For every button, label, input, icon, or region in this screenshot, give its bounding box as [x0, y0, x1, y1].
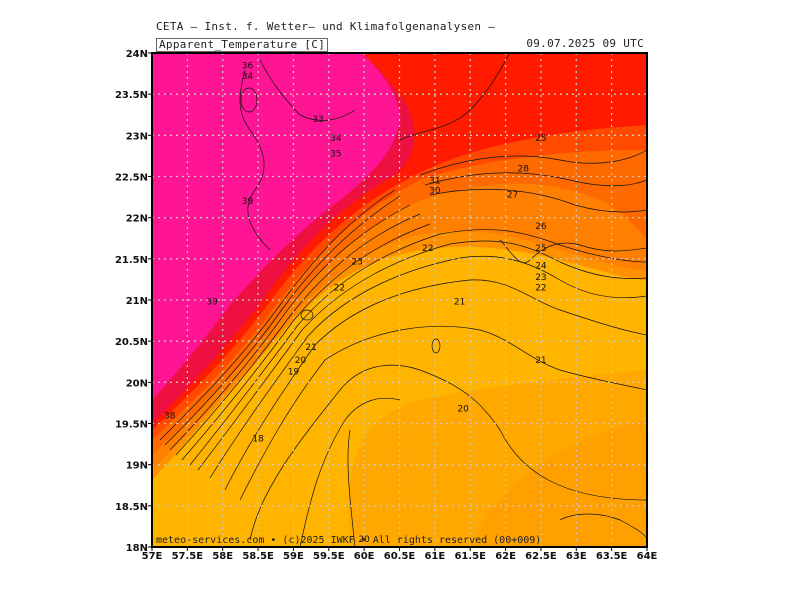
contour-label: 22 [334, 284, 345, 294]
contour-label: 21 [535, 356, 546, 366]
x-tick-label: 57E [142, 551, 163, 562]
x-tick-label: 58.5E [242, 551, 274, 562]
contour-loop [300, 309, 314, 321]
contour-label: 22 [535, 284, 546, 294]
contour-line [175, 213, 421, 456]
contour-line [419, 149, 647, 176]
contour-label: 21 [305, 343, 316, 353]
y-tick-label: 18.5N [115, 502, 148, 513]
valid-time: 09.07.2025 09 UTC [524, 37, 646, 50]
contour-label: 34 [242, 72, 254, 82]
contour-line [399, 53, 511, 141]
contour-line [249, 364, 647, 541]
contour-lines [159, 53, 647, 547]
contour-line [239, 69, 271, 251]
contour-label: 33 [312, 115, 323, 125]
x-tick-label: 63.5E [596, 551, 628, 562]
contour-line [429, 188, 647, 213]
x-tick-label: 62.5E [525, 551, 557, 562]
contour-line [189, 229, 647, 466]
contour-line [197, 240, 647, 471]
contour-label: 23 [535, 273, 546, 283]
contour-line [559, 513, 647, 541]
axis-ticks: 57E 57.5E 58E 58.5E 59E 59.5E 60E 60.5E 61E 61.5E… [115, 49, 658, 562]
y-tick-label: 23.5N [115, 90, 148, 101]
x-tick-label: 61E [424, 551, 445, 562]
contour-label: 20 [457, 405, 469, 415]
x-tick-label: 60E [354, 551, 375, 562]
contour-label: 24 [535, 261, 547, 271]
contour-label: 25 [535, 244, 546, 254]
contour-line [499, 239, 647, 263]
contour-loop [240, 87, 258, 113]
contour-label: 39 [206, 298, 218, 308]
y-tick-label: 19N [126, 461, 148, 472]
y-tick-label: 20N [126, 378, 148, 389]
contour-line [239, 325, 647, 501]
contour-label: 19 [288, 368, 300, 378]
y-tick-label: 18N [126, 543, 148, 554]
contour-line [169, 204, 411, 451]
y-tick-label: 20.5N [115, 337, 148, 348]
contour-line [209, 255, 647, 479]
contour-line [259, 59, 356, 121]
contour-label: 18 [252, 434, 264, 444]
contour-line [164, 195, 401, 446]
y-tick-label: 23N [126, 131, 148, 142]
x-tick-label: 60.5E [384, 551, 416, 562]
contour-line [347, 429, 356, 547]
x-tick-label: 59E [283, 551, 304, 562]
parameter-title: Apparent_Temperature [C] [156, 38, 329, 52]
y-tick-label: 21.5N [115, 255, 148, 266]
copyright-credit: meteo-services.com • (c)2025 IWKF • All … [156, 535, 541, 546]
x-tick-label: 63E [566, 551, 587, 562]
x-tick-label: 59.5E [313, 551, 345, 562]
x-tick-label: 62E [495, 551, 516, 562]
x-tick-label: 61.5E [454, 551, 486, 562]
field-magenta [152, 53, 400, 400]
contour-label: 28 [518, 164, 530, 174]
contour-line [299, 397, 401, 547]
contour-label: 34 [330, 134, 342, 144]
contour-label: 21 [454, 298, 465, 308]
y-tick-label: 22.5N [115, 173, 148, 184]
contour-label: 26 [535, 222, 547, 232]
y-tick-label: 19.5N [115, 420, 148, 431]
contour-line [424, 172, 647, 187]
contour-label: 20 [358, 535, 370, 545]
contour-label: 23 [351, 257, 362, 267]
contour-label: 25 [535, 134, 546, 144]
x-tick-label: 57.5E [172, 551, 204, 562]
contour-label: 22 [422, 244, 433, 254]
contour-line [224, 279, 647, 491]
contour-label: 39 [242, 197, 254, 207]
y-tick-label: 21N [126, 296, 148, 307]
contour-label: 31 [429, 177, 440, 187]
org-title: CETA – Inst. f. Wetter– und Klimafolgena… [156, 20, 496, 33]
contour-label: 20 [295, 356, 307, 366]
contour-loop [431, 338, 441, 354]
contour-line [181, 223, 431, 461]
x-tick-label: 64E [637, 551, 658, 562]
y-tick-label: 22N [126, 214, 148, 225]
contour-label: 27 [507, 191, 518, 201]
grid-lines [152, 53, 647, 547]
x-tick-label: 58E [212, 551, 233, 562]
contour-label: 35 [330, 149, 341, 159]
contour-label: 38 [164, 411, 176, 421]
contour-label: 36 [242, 61, 254, 71]
y-tick-label: 24N [126, 49, 148, 60]
contour-label: 30 [429, 186, 441, 196]
